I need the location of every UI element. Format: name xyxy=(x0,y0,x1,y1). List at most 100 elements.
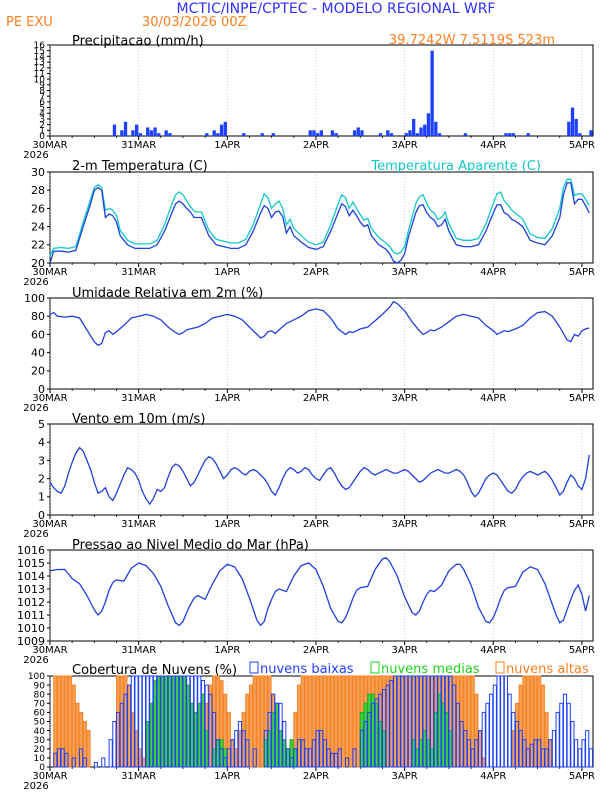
y-tick-label: 1015 xyxy=(17,557,45,570)
y-tick-label: 80 xyxy=(31,310,45,323)
precipitation-bar xyxy=(216,133,220,136)
y-tick-label: 2 xyxy=(38,472,45,485)
low-cloud-bar xyxy=(463,730,468,768)
low-cloud-bar xyxy=(263,730,268,768)
y-tick-label: 6 xyxy=(39,98,45,108)
low-cloud-bar xyxy=(566,702,571,768)
low-cloud-bar xyxy=(82,757,87,768)
pressure-title: Pressao ao Nivel Medio do Mar (hPa) xyxy=(72,538,309,553)
y-tick-label: 20 xyxy=(31,257,45,270)
low-cloud-bar xyxy=(533,739,538,768)
low-cloud-bar xyxy=(404,675,409,768)
low-cloud-bar xyxy=(562,693,568,768)
y-tick-label: 12 xyxy=(34,64,45,74)
precipitation-bar xyxy=(315,133,320,136)
y-tick-label: 13 xyxy=(34,58,45,68)
y-tick-label: 1016 xyxy=(17,544,45,557)
low-cloud-bar xyxy=(407,675,412,768)
low-cloud-bar xyxy=(581,739,586,768)
x-tick-label: 31MAR xyxy=(121,519,156,530)
low-cloud-bar xyxy=(212,711,217,768)
x-tick-label: 2APR xyxy=(303,645,329,656)
x-tick-label: 4APR xyxy=(480,393,506,404)
low-cloud-bar xyxy=(311,739,316,768)
precipitation-bar xyxy=(134,124,139,136)
low-cloud-bar xyxy=(429,675,435,768)
low-cloud-bar xyxy=(319,730,324,768)
low-cloud-bar xyxy=(555,711,560,768)
y-tick-label: 14 xyxy=(34,53,46,63)
y-tick-label: 0 xyxy=(38,383,45,396)
low-cloud-bar xyxy=(156,675,161,768)
high-cloud-bar xyxy=(356,675,361,768)
low-cloud-bar xyxy=(548,739,553,768)
low-cloud-bar xyxy=(481,711,486,768)
y-tick-label: 20 xyxy=(31,365,45,378)
wind-title: Vento em 10m (m/s) xyxy=(72,412,205,427)
x-tick-label: 31MAR xyxy=(121,267,156,278)
low-cloud-bar xyxy=(470,748,475,768)
low-cloud-bar xyxy=(167,675,172,768)
x-tick-label: 31MAR xyxy=(121,140,156,151)
low-cloud-bar xyxy=(389,680,394,768)
x-tick-label: 5APR xyxy=(569,140,595,151)
precipitation-bar xyxy=(463,133,468,136)
low-cloud-bar xyxy=(337,748,342,768)
low-cloud-bar xyxy=(418,675,424,768)
low-cloud-bar xyxy=(489,693,494,768)
x-tick-label: 30MAR xyxy=(32,519,67,530)
low-cloud-bar xyxy=(175,675,180,768)
low-cloud-bar xyxy=(204,684,209,768)
low-cloud-bar xyxy=(193,675,198,768)
low-cloud-bar xyxy=(200,680,206,768)
y-tick-label: 5 xyxy=(39,104,45,114)
low-cloud-bar xyxy=(500,675,505,768)
precipitation-bar xyxy=(412,118,416,136)
high-cloud-bar xyxy=(256,675,261,768)
precipitation-bar xyxy=(223,121,227,136)
low-cloud-bar xyxy=(112,721,117,768)
low-cloud-bar xyxy=(551,730,557,768)
x-tick-label: 30MAR xyxy=(32,393,67,404)
x-tick-label: 3APR xyxy=(392,645,418,656)
y-tick-label: 1 xyxy=(38,491,45,504)
wind-speed-line xyxy=(49,446,590,506)
low-clouds-legend: nuvens baixas xyxy=(260,662,354,677)
y-tick-label: 1011 xyxy=(17,609,45,622)
precipitation-bar xyxy=(120,130,124,136)
precipitation-bar xyxy=(570,107,575,136)
y-tick-label: 15 xyxy=(34,47,45,57)
y-tick-label: 10 xyxy=(34,754,46,764)
precipitation-bar xyxy=(138,133,142,136)
precipitation-bar xyxy=(360,130,364,136)
y-tick-label: 1009 xyxy=(17,635,45,648)
y-tick-label: 24 xyxy=(31,220,45,233)
low-cloud-bar xyxy=(237,721,243,768)
low-cloud-bar xyxy=(352,748,357,768)
low-cloud-bar xyxy=(230,739,235,768)
low-cloud-bar xyxy=(422,675,427,768)
low-cloud-bar xyxy=(164,675,169,768)
apparent-temperature-legend: Temperatura Aparente (C) xyxy=(370,159,541,174)
low-cloud-bar xyxy=(455,702,460,768)
precipitation-bar xyxy=(437,133,442,136)
y-tick-label: 26 xyxy=(31,202,45,215)
y-tick-label: 10 xyxy=(34,75,46,85)
low-cloud-bar xyxy=(485,702,490,768)
precipitation-bar xyxy=(504,133,508,136)
y-tick-label: 0 xyxy=(39,132,45,142)
low-cloud-bar xyxy=(145,675,150,768)
apparent-temperature-line xyxy=(49,178,590,256)
x-tick-label: 2APR xyxy=(303,519,329,530)
precipitation-bar xyxy=(312,130,316,136)
station-name: PE EXU xyxy=(6,15,53,30)
high-cloud-bar xyxy=(86,730,91,768)
low-cloud-bar xyxy=(503,675,508,768)
precipitation-bar xyxy=(508,133,512,136)
low-cloud-bar xyxy=(282,721,287,768)
x-tick-label: 4APR xyxy=(480,645,506,656)
precipitation-bar xyxy=(511,133,516,136)
low-cloud-bar xyxy=(326,748,331,768)
low-cloud-bar xyxy=(396,675,401,768)
